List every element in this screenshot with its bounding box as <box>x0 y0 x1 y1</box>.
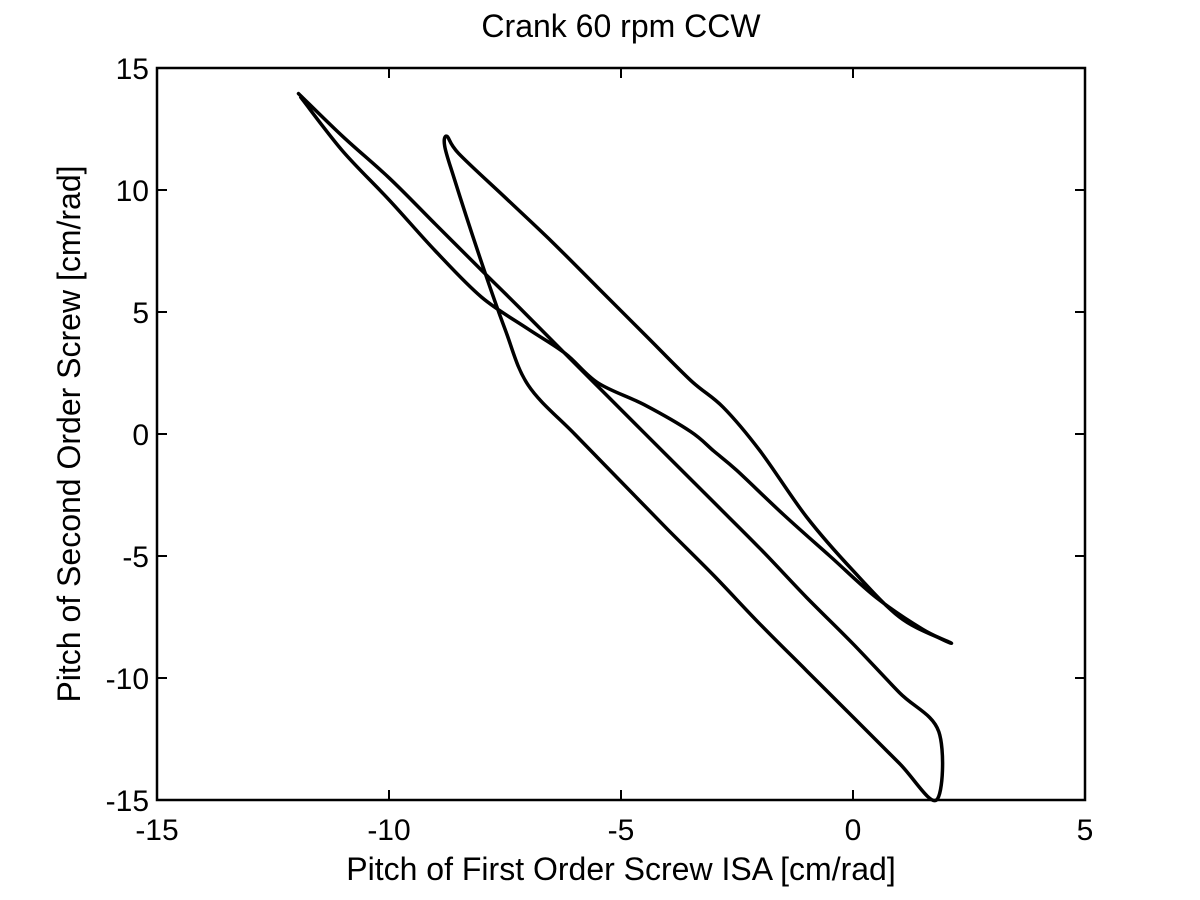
axis-ticks: -15 -10 -5 0 5 -15 -10 -5 0 5 10 15 <box>106 53 1094 847</box>
y-tick-label: 5 <box>132 297 149 330</box>
x-tick-label: 5 <box>1077 814 1094 847</box>
x-tick-label: -10 <box>367 814 410 847</box>
y-tick-label: 15 <box>116 53 149 86</box>
x-tick-label: -15 <box>135 814 178 847</box>
y-axis-title: Pitch of Second Order Screw [cm/rad] <box>51 165 87 702</box>
plot-area-frame <box>155 66 1087 802</box>
series-line-0 <box>296 91 954 803</box>
x-tick-label: 0 <box>845 814 862 847</box>
x-tick-label: -5 <box>608 814 635 847</box>
series-layer <box>296 91 954 803</box>
y-tick-label: -15 <box>106 785 149 818</box>
x-axis-title: Pitch of First Order Screw ISA [cm/rad] <box>346 851 895 887</box>
chart-title: Crank 60 rpm CCW <box>481 8 761 44</box>
y-tick-label: 0 <box>132 419 149 452</box>
y-tick-label: -5 <box>122 541 149 574</box>
y-tick-label: 10 <box>116 175 149 208</box>
y-tick-label: -10 <box>106 663 149 696</box>
